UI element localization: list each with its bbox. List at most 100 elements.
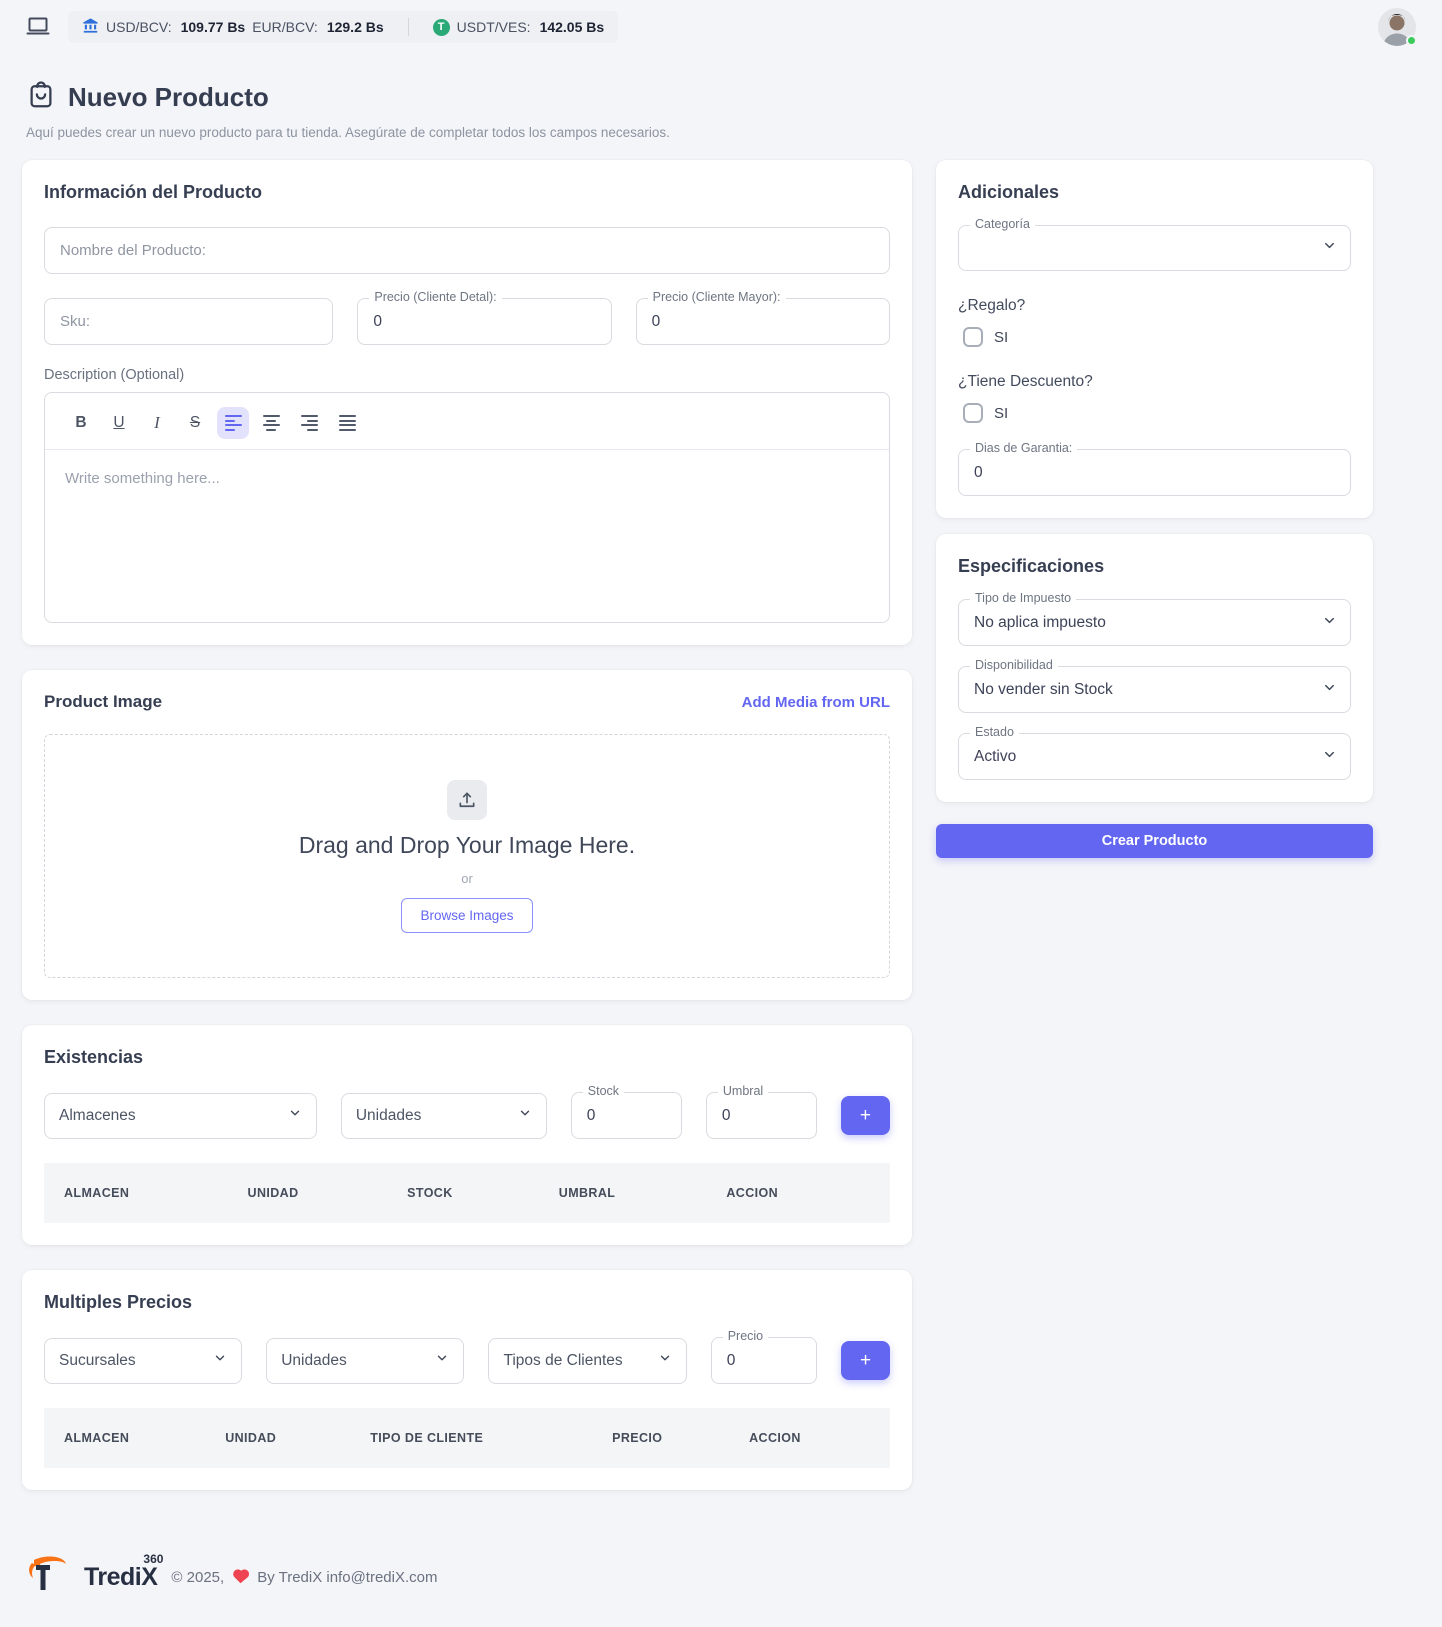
product-info-title: Información del Producto [44,182,263,202]
usd-bcv-value: 109.77 Bs [180,19,246,35]
availability-select[interactable]: Disponibilidad No vender sin Stock [958,658,1351,713]
ticker-divider [407,18,409,36]
unit-select-prices[interactable]: Unidades [266,1337,465,1384]
status-select[interactable]: Estado Activo [958,725,1351,780]
umbral-input[interactable] [706,1106,816,1125]
price-field[interactable]: Precio [710,1329,817,1384]
heart-icon [231,1567,250,1588]
column-header: ACCION [749,1431,801,1445]
usdt-rate: T USDT/VES: 142.05 Bs [432,18,605,36]
discount-question-label: ¿Tiene Descuento? [958,373,1093,390]
column-header: UMBRAL [558,1186,616,1200]
align-left-button[interactable] [217,407,249,439]
product-name-input[interactable] [44,227,890,274]
tax-type-label: Tipo de Impuesto [970,591,1077,605]
unit-select[interactable]: Unidades [340,1092,547,1139]
bold-button[interactable]: B [65,407,97,439]
gift-question-label: ¿Regalo? [958,297,1026,314]
discount-checkbox[interactable] [963,403,983,423]
warehouse-select[interactable]: Almacenes [44,1092,317,1139]
strikethrough-button[interactable]: S [179,407,211,439]
underline-button[interactable]: U [103,407,135,439]
add-media-url-link[interactable]: Add Media from URL [741,693,890,711]
browse-images-button[interactable]: Browse Images [401,897,533,933]
stock-input[interactable] [571,1106,681,1125]
description-editor: B U I S Write [44,392,890,623]
eur-bcv-label: EUR/BCV: [252,19,318,35]
usdt-icon: T [432,18,450,36]
bcv-rates: USD/BCV: 109.77 Bs EUR/BCV: 129.2 Bs [82,17,384,37]
category-label: Categoría [970,217,1035,231]
align-justify-button[interactable] [331,407,363,439]
price-retail-field[interactable]: Precio (Cliente Detal): [357,290,612,345]
product-image-card: Product Image Add Media from URL Drag an… [22,670,912,1000]
italic-button[interactable]: I [141,407,173,439]
adicionales-title: Adicionales [958,182,1060,202]
price-retail-input[interactable] [358,312,611,331]
warranty-field[interactable]: Dias de Garantia: [958,441,1351,496]
gift-checkbox-label: SI [994,328,1009,346]
existencias-table-header: ALMACEN UNIDAD STOCK UMBRAL ACCION [44,1163,890,1223]
sku-input[interactable] [44,298,334,345]
description-label: Description (Optional) [44,367,185,383]
sidebar-toggle-button[interactable] [26,14,50,41]
chevron-down-icon [518,1106,532,1125]
warranty-label: Dias de Garantia: [970,441,1078,455]
price-wholesale-field[interactable]: Precio (Cliente Mayor): [635,290,890,345]
brand-name: TrediX [84,1563,158,1591]
column-header: ACCION [726,1186,779,1200]
umbral-field[interactable]: Umbral [705,1084,817,1139]
topbar: USD/BCV: 109.77 Bs EUR/BCV: 129.2 Bs T USD… [0,0,1442,52]
status-value: Activo [974,747,1017,765]
availability-label: Disponibilidad [970,658,1058,672]
align-center-button[interactable] [255,407,287,439]
stock-field[interactable]: Stock [570,1084,682,1139]
chevron-down-icon [1322,747,1350,767]
category-select[interactable]: Categoría [958,217,1351,271]
availability-value: No vender sin Stock [974,680,1113,698]
image-dropzone[interactable]: Drag and Drop Your Image Here. or Browse… [44,734,890,978]
column-header: TIPO DE CLIENTE [370,1431,484,1445]
product-info-card: Información del Producto Precio (Cliente… [22,160,912,645]
chevron-down-icon [1322,613,1350,633]
footer: TrediX 360 © 2025, By TrediX info@trediX… [0,1490,1442,1627]
footer-by-text: By TrediX info@trediX.com [257,1569,438,1586]
chevron-down-icon [1322,238,1350,258]
shopping-bag-icon [26,80,56,115]
add-price-button[interactable]: + [841,1341,890,1380]
branch-select[interactable]: Sucursales [44,1337,243,1384]
user-avatar[interactable] [1378,8,1417,46]
editor-toolbar: B U I S [45,393,889,450]
chevron-down-icon [435,1351,449,1370]
column-header: ALMACEN [64,1431,130,1445]
align-right-button[interactable] [293,407,325,439]
create-product-button[interactable]: Crear Producto [936,824,1373,858]
price-wholesale-label: Precio (Cliente Mayor): [647,290,786,304]
brand-360-badge: 360 [143,1552,164,1566]
page-title: Nuevo Producto [68,82,269,112]
tax-type-select[interactable]: Tipo de Impuesto No aplica impuesto [958,591,1351,646]
copyright-text: © 2025, [171,1569,225,1586]
usd-bcv-label: USD/BCV: [106,19,172,35]
price-wholesale-input[interactable] [636,312,889,331]
umbral-label: Umbral [717,1084,769,1098]
gift-checkbox[interactable] [963,327,983,347]
laptop-icon [26,14,50,41]
discount-checkbox-label: SI [994,404,1009,422]
drop-text: Drag and Drop Your Image Here. [298,831,636,858]
price-input[interactable] [711,1351,816,1370]
price-retail-label: Precio (Cliente Detal): [369,290,502,304]
warranty-input[interactable] [959,463,1350,482]
currency-ticker: USD/BCV: 109.77 Bs EUR/BCV: 129.2 Bs T USD… [68,11,619,43]
unit-select-prices-value: Unidades [281,1351,347,1369]
multiples-precios-table-header: ALMACEN UNIDAD TIPO DE CLIENTE PRECIO AC… [44,1408,890,1468]
description-textarea[interactable]: Write something here... [65,470,220,487]
client-type-select[interactable]: Tipos de Clientes [488,1337,687,1384]
tredix-logo-icon [26,1554,70,1601]
add-stock-button[interactable]: + [840,1096,890,1135]
price-label: Precio [722,1329,769,1343]
usdt-ves-value: 142.05 Bs [539,19,605,35]
tax-type-value: No aplica impuesto [974,613,1106,631]
column-header: PRECIO [612,1431,663,1445]
especificaciones-card: Especificaciones Tipo de Impuesto No apl… [936,534,1373,802]
